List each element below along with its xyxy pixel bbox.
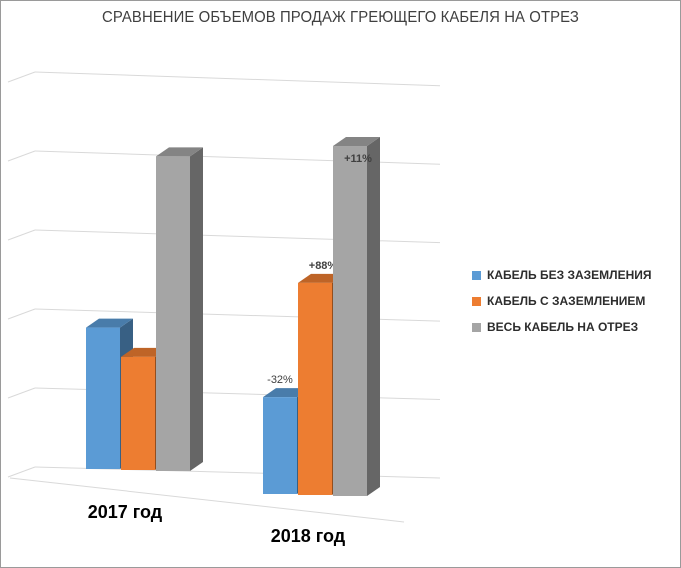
data-label-1-2: +11% [344, 153, 372, 165]
bar-1-2 [333, 146, 367, 496]
legend-label-1: КАБЕЛЬ БЕЗ ЗАЗЕМЛЕНИЯ [487, 268, 652, 282]
bar-side-0-2 [190, 147, 203, 472]
legend-swatch-3 [472, 322, 481, 332]
bar-top-1-2 [333, 137, 380, 147]
category-label-0: 2017 год [88, 502, 163, 522]
bar-top-0-0 [86, 318, 133, 328]
chart-legend: КАБЕЛЬ БЕЗ ЗАЗЕМЛЕНИЯ КАБЕЛЬ С ЗАЗЕМЛЕНИ… [472, 262, 652, 340]
legend-swatch-2 [472, 296, 481, 306]
gridline-side-2 [7, 308, 36, 320]
data-label-1-0: -32% [267, 374, 293, 386]
bar-0-1 [121, 356, 155, 470]
legend-item-3: ВЕСЬ КАБЕЛЬ НА ОТРЕЗ [472, 314, 652, 340]
bar-0-2 [156, 156, 190, 472]
bar-top-0-2 [156, 147, 203, 157]
gridline-side-3 [7, 229, 36, 241]
data-label-1-1: +88% [309, 260, 338, 272]
legend-label-3: ВЕСЬ КАБЕЛЬ НА ОТРЕЗ [487, 320, 639, 334]
bar-1-0 [263, 397, 297, 494]
gridline-side-5 [7, 71, 36, 83]
bar-1-1 [298, 282, 332, 495]
chart-title: СРАВНЕНИЕ ОБЪЕМОВ ПРОДАЖ ГРЕЮЩЕГО КАБЕЛЯ… [102, 9, 579, 26]
gridline-5 [34, 71, 441, 87]
bar-0-0 [86, 327, 120, 469]
floor-edge [9, 477, 405, 523]
bar-side-1-2 [367, 137, 380, 496]
legend-item-1: КАБЕЛЬ БЕЗ ЗАЗЕМЛЕНИЯ [472, 262, 652, 288]
category-label-1: 2018 год [271, 526, 346, 546]
legend-item-2: КАБЕЛЬ С ЗАЗЕМЛЕНИЕМ [472, 288, 652, 314]
legend-label-2: КАБЕЛЬ С ЗАЗЕМЛЕНИЕМ [487, 294, 646, 308]
gridline-side-1 [7, 387, 36, 399]
legend-swatch-1 [472, 270, 481, 280]
gridline-side-0 [7, 466, 36, 478]
gridline-side-4 [7, 150, 36, 162]
